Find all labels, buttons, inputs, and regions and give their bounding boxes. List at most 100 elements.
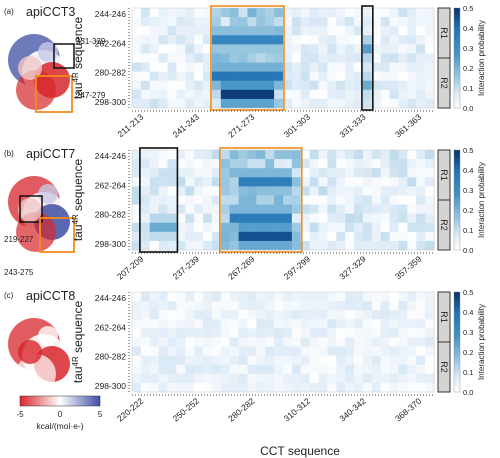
heatmap-cell <box>345 168 355 178</box>
heatmap-cell <box>425 62 435 72</box>
heatmap-cell <box>203 26 213 36</box>
heatmap-cell <box>300 35 310 45</box>
heatmap-cell <box>132 62 142 72</box>
heatmap-cell <box>176 186 186 196</box>
heatmap-cell <box>380 159 390 169</box>
heatmap-cell <box>176 301 186 311</box>
heatmap-cell <box>300 53 310 63</box>
colorbar-tick-label: 0.3 <box>463 328 473 337</box>
heatmap-cell <box>336 89 346 100</box>
heatmap-cell <box>140 240 151 251</box>
heatmap-cell <box>416 355 426 366</box>
heatmap-cell <box>229 71 239 82</box>
heatmap-cell <box>265 310 275 320</box>
heatmap-cell <box>327 26 337 36</box>
heatmap-cell <box>194 89 204 100</box>
heatmap-cell <box>318 89 328 100</box>
heatmap-cell <box>425 364 435 375</box>
heatmap-cell <box>318 328 328 338</box>
y-label-superscript: 4R <box>71 72 80 82</box>
heatmap-cell <box>327 213 337 224</box>
heatmap-cell <box>238 8 248 18</box>
heatmap-cell <box>185 62 195 72</box>
colorbar-tick-label: 0.1 <box>463 226 473 235</box>
heatmap-cell <box>318 159 328 169</box>
region-label-r1: R1 <box>439 27 449 39</box>
heatmap-cell <box>380 204 390 214</box>
heatmap-cell <box>265 346 275 356</box>
heatmap-cell <box>407 150 417 160</box>
heatmap-cell <box>327 301 337 311</box>
heatmap-cell <box>407 364 417 375</box>
heatmap-cell <box>220 213 230 224</box>
heatmap-cell <box>327 150 337 160</box>
region-label-r2: R2 <box>439 219 449 231</box>
heatmap-cell <box>247 204 257 214</box>
heatmap-cell <box>362 319 373 329</box>
heatmap-cell <box>300 222 310 233</box>
heatmap-cell <box>327 62 337 72</box>
heatmap-cell <box>362 195 373 205</box>
heatmap-cell <box>345 301 355 311</box>
heatmap-cell <box>380 301 390 311</box>
heatmap-cell <box>220 168 230 178</box>
heatmap-cell <box>140 177 151 187</box>
heatmap-cell <box>371 355 381 366</box>
heatmap-cell <box>238 346 248 356</box>
heatmap-cell <box>265 168 275 178</box>
heatmap-cell <box>238 44 248 54</box>
colorbar-tick-label: 0.5 <box>463 4 473 13</box>
heatmap-cell <box>425 337 435 347</box>
heatmap-cell <box>158 186 168 196</box>
heatmap-cell <box>238 89 248 100</box>
x-tick-label: 211-213 <box>115 112 145 139</box>
heatmap-cell <box>300 310 310 320</box>
heatmap-frame <box>131 291 435 393</box>
heatmap-cell <box>398 346 408 356</box>
heatmap-cell <box>247 62 257 72</box>
heatmap-cell <box>416 204 426 214</box>
heatmap-cell <box>336 150 346 160</box>
heatmap-cell <box>185 80 195 91</box>
energy-unit: kcal/(mol·e-) <box>36 421 83 431</box>
heatmap-cell <box>318 310 328 320</box>
heatmap-cell <box>203 222 213 233</box>
heatmap-cell <box>425 231 435 242</box>
heatmap-cell <box>247 8 257 18</box>
heatmap-cell <box>398 62 408 72</box>
heatmap-cell <box>380 319 390 329</box>
heatmap-cell <box>300 195 310 205</box>
heatmap-cell <box>354 231 364 242</box>
heatmap-cell <box>229 337 239 347</box>
heatmap-cell <box>220 159 230 169</box>
heatmap-cell <box>345 89 355 100</box>
heatmap-cell <box>291 177 302 187</box>
heatmap-cell <box>309 382 319 393</box>
heatmap-cell <box>238 240 248 251</box>
heatmap-cell <box>167 240 177 251</box>
heatmap-cell <box>371 319 381 329</box>
heatmap-cell <box>167 62 177 72</box>
heatmap-cell <box>220 44 230 54</box>
heatmap-cell <box>291 364 302 375</box>
heatmap-cell <box>238 17 248 27</box>
heatmap-cell <box>300 364 310 375</box>
heatmap-cell <box>265 71 275 82</box>
heatmap-cell <box>291 310 302 320</box>
heatmap-cell <box>194 17 204 27</box>
heatmap-cell <box>132 150 142 160</box>
heatmap-cell <box>407 177 417 187</box>
heatmap-cell <box>371 80 381 91</box>
heatmap-cell <box>416 337 426 347</box>
heatmap-cell <box>158 346 168 356</box>
colorbar-tick-label: 0.0 <box>463 246 473 255</box>
heatmap-cell <box>158 364 168 375</box>
x-tick-label: 368-370 <box>393 396 424 424</box>
heatmap-cell <box>149 80 159 91</box>
heatmap-cell <box>416 292 426 302</box>
heatmap-cell <box>398 231 408 242</box>
panel-b: (b) apiCCT7 219-227 243-275 244-246 262-264 28… <box>4 146 486 282</box>
heatmap-cell <box>167 168 177 178</box>
x-tick-label: 340-342 <box>337 396 368 424</box>
heatmap-cell <box>238 204 248 214</box>
